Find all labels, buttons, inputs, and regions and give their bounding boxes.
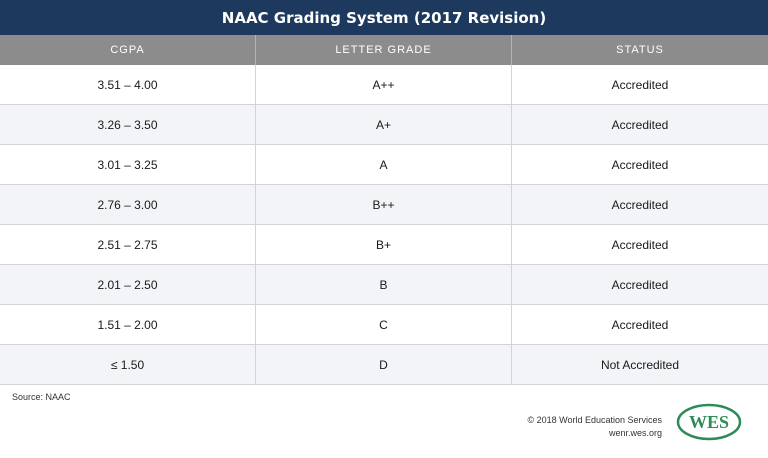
table-row: 2.76 – 3.00 B++ Accredited xyxy=(0,185,768,225)
cell-status: Accredited xyxy=(611,237,669,252)
table-row: 3.01 – 3.25 A Accredited xyxy=(0,145,768,185)
cell-cgpa: ≤ 1.50 xyxy=(0,345,256,384)
wes-logo: WES xyxy=(676,403,742,441)
cell-cgpa: 1.51 – 2.00 xyxy=(0,305,256,344)
cell-status: Accredited xyxy=(611,157,669,172)
header-status: STATUS xyxy=(616,44,664,56)
table-header: CGPA LETTER GRADE STATUS xyxy=(0,35,768,65)
cell-status: Accredited xyxy=(611,317,669,332)
cell-grade: A++ xyxy=(256,65,512,104)
site-url: wenr.wes.org xyxy=(608,428,662,438)
cell-cgpa: 3.51 – 4.00 xyxy=(0,65,256,104)
cell-status: Accredited xyxy=(611,197,669,212)
cell-cgpa: 2.76 – 3.00 xyxy=(0,185,256,224)
grading-table: CGPA LETTER GRADE STATUS 3.51 – 4.00 A++… xyxy=(0,35,768,385)
header-cgpa: CGPA xyxy=(0,35,256,65)
cell-grade: B++ xyxy=(256,185,512,224)
cell-status: Not Accredited xyxy=(600,357,680,372)
cell-cgpa: 3.01 – 3.25 xyxy=(0,145,256,184)
table-row: 2.01 – 2.50 B Accredited xyxy=(0,265,768,305)
table-row: 2.51 – 2.75 B+ Accredited xyxy=(0,225,768,265)
wes-logo-text: WES xyxy=(689,412,729,432)
header-letter-grade: LETTER GRADE xyxy=(256,35,512,65)
cell-status: Accredited xyxy=(611,117,669,132)
table-row: ≤ 1.50 D Not Accredited xyxy=(0,345,768,385)
cell-status: Accredited xyxy=(611,277,669,292)
cell-grade: A+ xyxy=(256,105,512,144)
cell-grade: B+ xyxy=(256,225,512,264)
copyright-text: © 2018 World Education Services xyxy=(527,415,662,425)
cell-status: Accredited xyxy=(611,77,669,92)
cell-cgpa: 2.01 – 2.50 xyxy=(0,265,256,304)
cell-cgpa: 3.26 – 3.50 xyxy=(0,105,256,144)
table-row: 1.51 – 2.00 C Accredited xyxy=(0,305,768,345)
table-row: 3.51 – 4.00 A++ Accredited xyxy=(0,65,768,105)
footer-credit: © 2018 World Education Services wenr.wes… xyxy=(527,414,662,440)
cell-grade: D xyxy=(256,345,512,384)
source-note: Source: NAAC xyxy=(12,392,71,402)
table-row: 3.26 – 3.50 A+ Accredited xyxy=(0,105,768,145)
cell-grade: A xyxy=(256,145,512,184)
cell-grade: B xyxy=(256,265,512,304)
cell-grade: C xyxy=(256,305,512,344)
table-title: NAAC Grading System (2017 Revision) xyxy=(0,0,768,35)
cell-cgpa: 2.51 – 2.75 xyxy=(0,225,256,264)
